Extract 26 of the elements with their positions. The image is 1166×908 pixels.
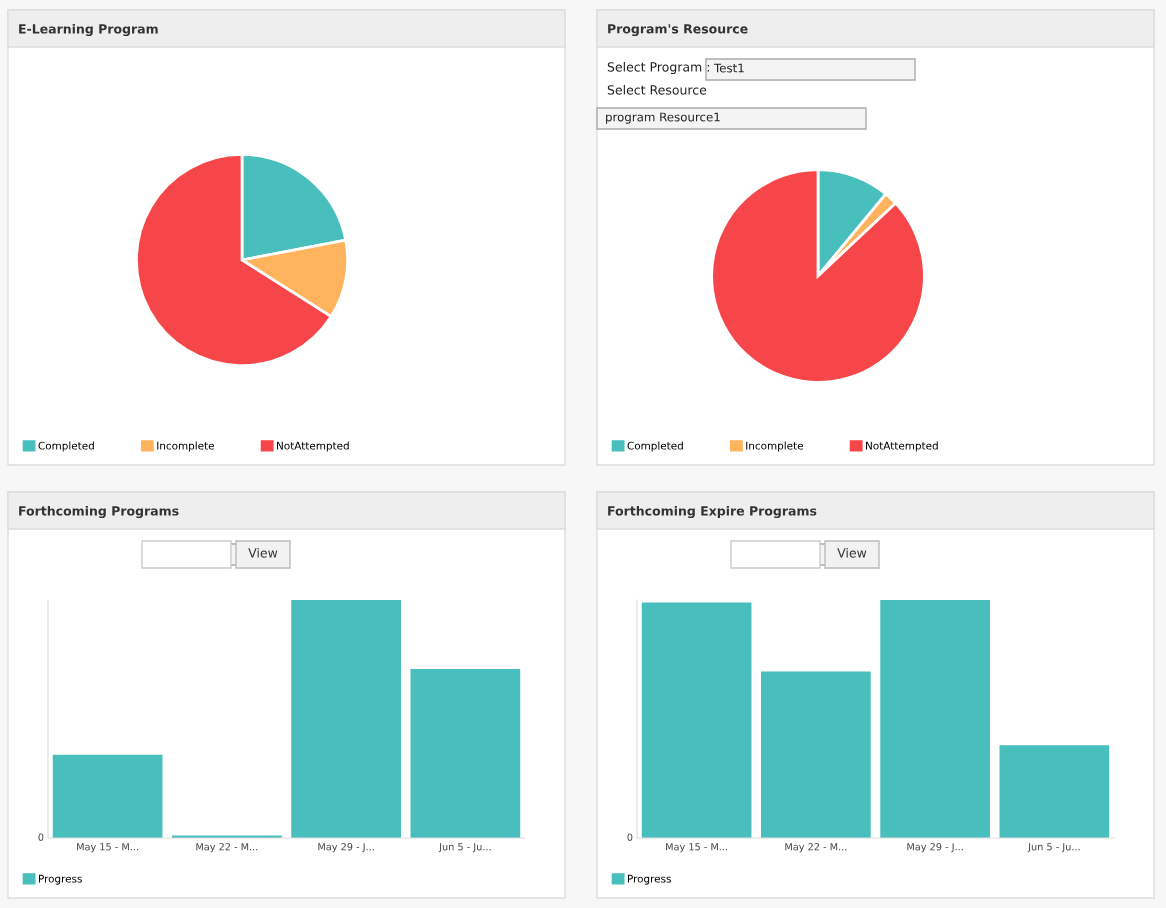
text: Select Program : <box>607 61 709 75</box>
x-tick-label: May 29 - J... <box>907 843 963 853</box>
chart-title: Forthcoming Expire Programs <box>608 505 817 519</box>
legend-label: Progress <box>38 874 82 885</box>
legend-label: NotAttempted <box>277 441 349 452</box>
chart-title: Forthcoming Programs <box>19 505 179 519</box>
x-tick-label: May 22 - M... <box>785 843 847 853</box>
x-tick-label: May 15 - M... <box>666 843 728 853</box>
legend-label: Completed <box>38 441 94 452</box>
text: Select Resource <box>607 84 707 95</box>
legend-label: Incomplete <box>746 441 804 452</box>
legend-label: NotAttempted <box>866 441 938 452</box>
x-tick-label: May 15 - M... <box>77 843 139 853</box>
text: Test1 <box>713 63 744 73</box>
x-tick-label: Jun 5 - Ju... <box>438 843 491 853</box>
x-tick-label: May 22 - M... <box>196 843 258 853</box>
legend-label: Progress <box>627 874 671 885</box>
x-tick-label: Jun 5 - Ju... <box>1027 843 1080 853</box>
text: program Resource1 <box>606 112 720 124</box>
text: 0 <box>38 833 44 841</box>
chart-title: E-Learning Program <box>19 23 158 37</box>
legend-label: Incomplete <box>157 441 215 452</box>
legend-label: Completed <box>627 441 683 452</box>
text: 0 <box>627 833 633 841</box>
x-tick-label: May 29 - J... <box>318 843 374 853</box>
chart-title: Program's Resource <box>608 24 748 37</box>
